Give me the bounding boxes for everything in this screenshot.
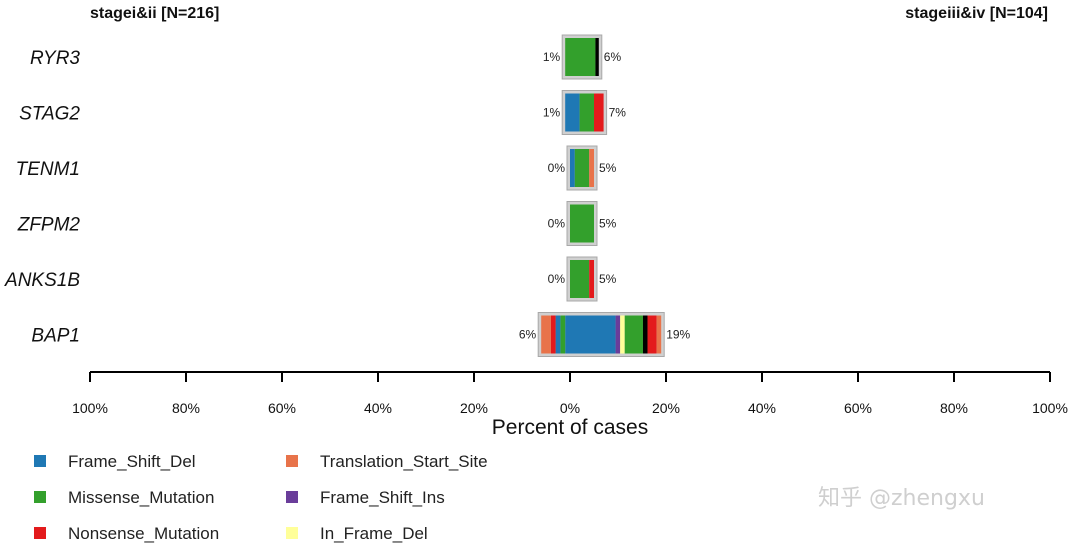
- bar-segment-left-frame_shift_del: [565, 315, 570, 354]
- x-tick-label: 80%: [940, 400, 968, 416]
- bar-segment-right-missense_mutation: [574, 149, 590, 187]
- legend-label: Frame_Shift_Ins: [320, 488, 445, 507]
- bar-segment-right-frame_shift_del: [570, 93, 580, 132]
- bar-segment-right-nonsense_mutation: [589, 260, 594, 298]
- bar-segment-right-frame_shift_ins: [615, 315, 621, 354]
- bar-segment-right-nonsense_mutation: [594, 93, 604, 132]
- right-percent-label: 6%: [604, 50, 622, 64]
- gene-row-zfpm2: ZFPM2 0% 5%: [17, 201, 617, 246]
- bar-segment-left-translation_start_site: [546, 315, 551, 354]
- x-axis-label: Percent of cases: [492, 416, 648, 439]
- legend-item-in_frame_del: In_Frame_Del: [286, 524, 428, 543]
- legend-item-frame_shift_del: Frame_Shift_Del: [34, 452, 196, 471]
- gene-label: ANKS1B: [4, 270, 80, 291]
- right-percent-label: 7%: [609, 106, 627, 120]
- legend-item-missense_mutation: Missense_Mutation: [34, 488, 214, 507]
- bar-segment-right-missense_mutation: [579, 93, 594, 132]
- gene-row-anks1b: ANKS1B 0% 5%: [4, 256, 617, 302]
- bar-segment-left-missense_mutation: [565, 38, 570, 76]
- legend-swatch: [34, 455, 46, 467]
- gene-label: RYR3: [30, 48, 80, 69]
- left-percent-label: 6%: [519, 328, 537, 342]
- bar-segment-right-missense_mutation: [570, 38, 596, 76]
- gene-row-stag2: STAG2 1% 7%: [19, 90, 627, 135]
- bar-segment-right-frame_shift_del: [570, 149, 575, 187]
- legend-label: Translation_Start_Site: [320, 452, 488, 471]
- x-tick-label: 100%: [72, 400, 108, 416]
- bar-segment-right-missense_mutation: [570, 204, 594, 243]
- x-tick-label: 0%: [560, 400, 580, 416]
- x-tick-label: 40%: [364, 400, 392, 416]
- bar-segment-right-in_frame_del: [620, 315, 625, 354]
- bar-segment-left-frame_shift_del: [555, 315, 561, 354]
- bar-segment-right-missense_mutation: [570, 260, 590, 298]
- legend-swatch: [286, 491, 298, 503]
- right-cohort-title: stageiii&iv [N=104]: [905, 5, 1048, 22]
- bar-segment-left-missense_mutation: [560, 315, 566, 354]
- left-percent-label: 0%: [548, 217, 566, 231]
- bars-layer: RYR3 1% 6%STAG2 1% 7%TENM1 0% 5%ZFPM2 0% 5%ANKS1…: [4, 34, 691, 357]
- right-percent-label: 5%: [599, 161, 617, 175]
- legend-label: Frame_Shift_Del: [68, 452, 196, 471]
- right-percent-label: 19%: [666, 328, 690, 342]
- watermark: 知乎 @zhengxu: [818, 486, 985, 511]
- bar-segment-right-missense_mutation: [624, 315, 643, 354]
- legend-swatch: [286, 527, 298, 539]
- left-cohort-title: stagei&ii [N=216]: [90, 5, 219, 22]
- legend-item-translation_start_site: Translation_Start_Site: [286, 452, 488, 471]
- right-percent-label: 5%: [599, 217, 617, 231]
- x-tick-label: 100%: [1032, 400, 1068, 416]
- bar-segment-left-nonsense_mutation: [550, 315, 556, 354]
- gene-row-ryr3: RYR3 1% 6%: [30, 34, 622, 80]
- x-tick-label: 80%: [172, 400, 200, 416]
- legend-item-nonsense_mutation: Nonsense_Mutation: [34, 524, 219, 543]
- gene-label: ZFPM2: [17, 215, 81, 236]
- right-percent-label: 5%: [599, 272, 617, 286]
- bar-segment-right-translation_start_site: [589, 149, 594, 187]
- legend-swatch: [34, 491, 46, 503]
- x-axis: 100% 80% 60% 40% 20% 0% 20% 40% 60% 80% 100%: [72, 371, 1068, 416]
- gene-label: STAG2: [19, 104, 80, 125]
- legend-swatch: [286, 455, 298, 467]
- gene-label: BAP1: [31, 326, 80, 347]
- bar-segment-right-translation_start_site: [656, 315, 662, 354]
- left-percent-label: 1%: [543, 106, 561, 120]
- bar-segment-left-translation_start_site: [541, 315, 546, 354]
- bar-segment-right-multi_hit: [595, 38, 599, 76]
- legend-label: Missense_Mutation: [68, 488, 214, 507]
- left-percent-label: 1%: [543, 50, 561, 64]
- bar-segment-right-frame_shift_del: [570, 315, 616, 354]
- legend-label: Nonsense_Mutation: [68, 524, 219, 543]
- left-percent-label: 0%: [548, 161, 566, 175]
- legend: Frame_Shift_Del Translation_Start_Site Mis…: [34, 452, 488, 543]
- gene-row-tenm1: TENM1 0% 5%: [16, 145, 617, 191]
- left-percent-label: 0%: [548, 272, 566, 286]
- x-tick-label: 60%: [268, 400, 296, 416]
- bar-segment-right-multi_hit: [642, 315, 648, 354]
- x-tick-label: 40%: [748, 400, 776, 416]
- x-tick-label: 20%: [652, 400, 680, 416]
- gene-label: TENM1: [16, 159, 80, 180]
- bar-segment-left-frame_shift_del: [565, 93, 570, 132]
- x-tick-label: 20%: [460, 400, 488, 416]
- bar-segment-right-nonsense_mutation: [647, 315, 657, 354]
- legend-swatch: [34, 527, 46, 539]
- gene-row-bap1: BAP1 6% 19%: [31, 312, 691, 357]
- x-tick-label: 60%: [844, 400, 872, 416]
- legend-item-frame_shift_ins: Frame_Shift_Ins: [286, 488, 445, 507]
- legend-label: In_Frame_Del: [320, 524, 428, 543]
